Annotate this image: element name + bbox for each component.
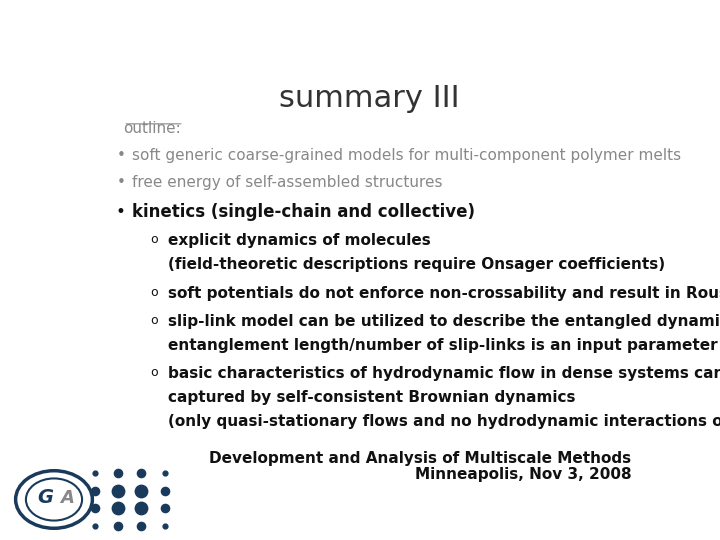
Text: outline:: outline: bbox=[124, 121, 181, 136]
Text: Minneapolis, Nov 3, 2008: Minneapolis, Nov 3, 2008 bbox=[415, 467, 631, 482]
Text: Development and Analysis of Multiscale Methods: Development and Analysis of Multiscale M… bbox=[209, 451, 631, 465]
Point bbox=[159, 504, 171, 512]
Point bbox=[159, 487, 171, 495]
Point bbox=[112, 469, 124, 477]
Text: summary III: summary III bbox=[279, 84, 459, 112]
Point bbox=[89, 469, 100, 477]
Text: soft generic coarse-grained models for multi-component polymer melts: soft generic coarse-grained models for m… bbox=[132, 148, 681, 163]
Point bbox=[159, 522, 171, 530]
Point bbox=[159, 469, 171, 477]
Text: entanglement length/number of slip-links is an input parameter: entanglement length/number of slip-links… bbox=[168, 338, 718, 353]
Text: basic characteristics of hydrodynamic flow in dense systems can be: basic characteristics of hydrodynamic fl… bbox=[168, 366, 720, 381]
Text: o: o bbox=[150, 233, 158, 246]
Text: o: o bbox=[150, 286, 158, 299]
Point bbox=[112, 487, 124, 495]
Text: soft potentials do not enforce non-crossability and result in Rouse dynamics: soft potentials do not enforce non-cross… bbox=[168, 286, 720, 301]
Text: A: A bbox=[60, 489, 74, 507]
Text: •: • bbox=[116, 175, 125, 190]
Text: (only quasi-stationary flows and no hydrodynamic interactions of solvent): (only quasi-stationary flows and no hydr… bbox=[168, 415, 720, 429]
Point bbox=[112, 504, 124, 512]
Point bbox=[112, 522, 124, 530]
Text: slip-link model can be utilized to describe the entangled dynamics in melt: slip-link model can be utilized to descr… bbox=[168, 314, 720, 329]
Text: free energy of self-assembled structures: free energy of self-assembled structures bbox=[132, 175, 442, 190]
Text: captured by self-consistent Brownian dynamics: captured by self-consistent Brownian dyn… bbox=[168, 390, 575, 406]
Point bbox=[89, 504, 100, 512]
Point bbox=[135, 487, 147, 495]
Text: o: o bbox=[150, 366, 158, 379]
Point bbox=[89, 522, 100, 530]
Text: explicit dynamics of molecules: explicit dynamics of molecules bbox=[168, 233, 431, 248]
Text: o: o bbox=[150, 314, 158, 327]
Point bbox=[89, 487, 100, 495]
Text: (field-theoretic descriptions require Onsager coefficients): (field-theoretic descriptions require On… bbox=[168, 258, 665, 272]
Text: G: G bbox=[37, 488, 53, 507]
Text: •: • bbox=[116, 203, 125, 221]
Point bbox=[135, 504, 147, 512]
Text: •: • bbox=[116, 148, 125, 163]
Point bbox=[135, 469, 147, 477]
Text: kinetics (single-chain and collective): kinetics (single-chain and collective) bbox=[132, 203, 475, 221]
Point bbox=[135, 522, 147, 530]
